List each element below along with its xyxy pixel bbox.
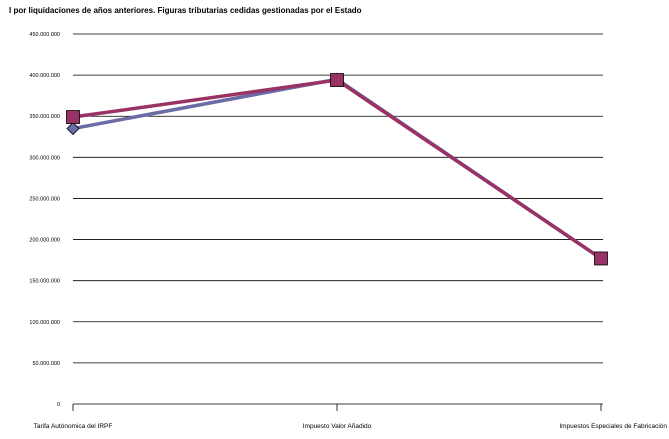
y-tick-label: 300.000.000	[29, 155, 60, 161]
y-tick-label: 100.000.000	[29, 320, 60, 326]
data-point-square	[330, 73, 344, 87]
data-point-diamond	[66, 121, 80, 136]
axis-labels: 0 50.000.000 100.000.000 150.000.000 200.000…	[29, 32, 667, 430]
series	[66, 72, 608, 266]
x-category-label: Impuesto Valor Añadido	[303, 423, 372, 430]
chart-title: I por liquidaciones de años anteriores. …	[9, 6, 362, 15]
data-point-square	[594, 251, 608, 266]
y-tick-label: 450.000.000	[29, 32, 60, 38]
y-tick-label: 150.000.000	[29, 279, 60, 285]
y-tick-label: 350.000.000	[29, 114, 60, 120]
y-tick-label: 250.000.000	[29, 196, 60, 202]
y-tick-label: 50.000.000	[32, 361, 60, 367]
x-category-label: Impuestos Especiales de Fabricación	[559, 423, 667, 430]
y-tick-label: 0	[57, 402, 60, 408]
y-tick-label: 400.000.000	[29, 73, 60, 79]
axes	[72, 403, 603, 411]
series-line	[72, 78, 602, 260]
x-category-label: Tarifa Autónomica del IRPF	[34, 423, 113, 430]
y-tick-label: 200.000.000	[29, 238, 60, 244]
data-point-square	[66, 110, 80, 124]
